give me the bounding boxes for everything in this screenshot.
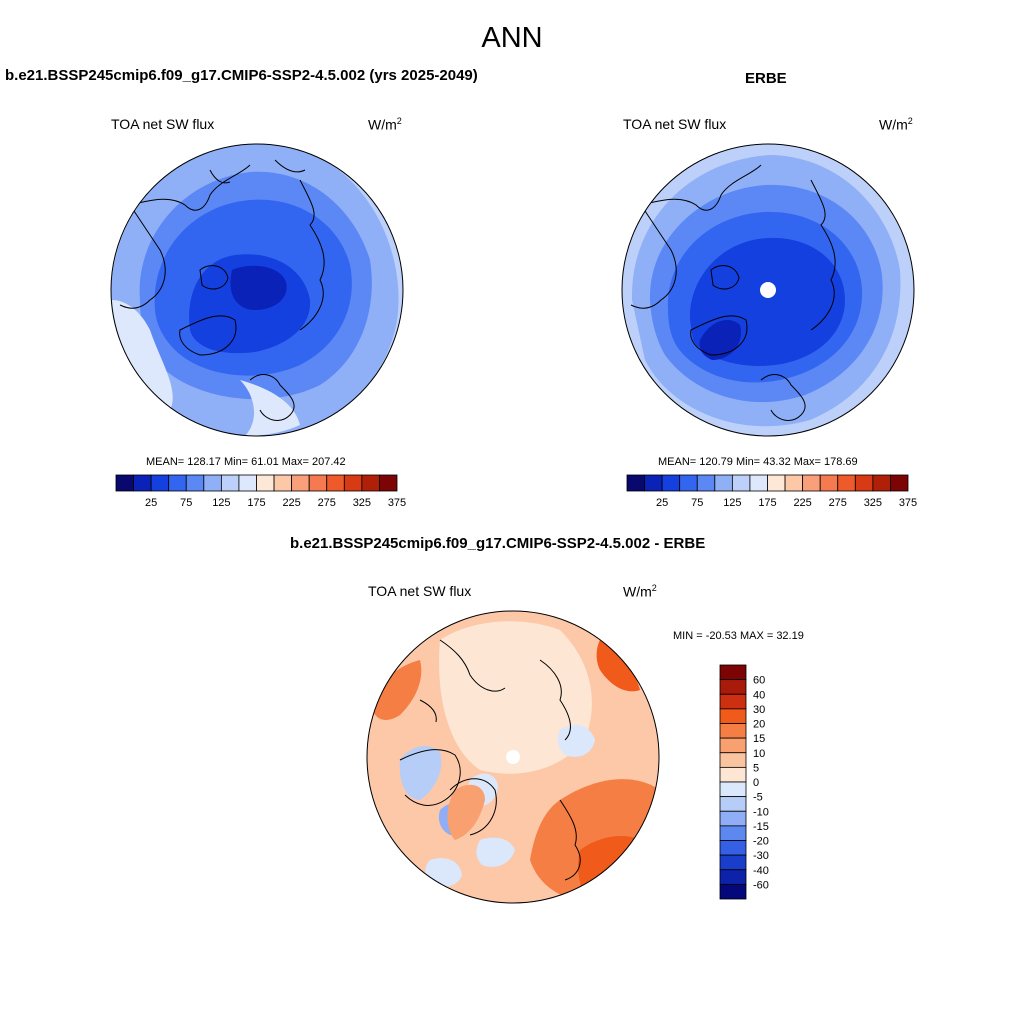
colorbar-difference-swatch [719,693,747,710]
colorbar-model-swatch [361,474,380,492]
colorbar-erbe-tick-label: 375 [899,497,917,509]
colorbar-difference-tick-label: -60 [753,879,769,891]
panel1-subtitle: TOA net SW flux [111,116,215,132]
colorbar-difference-tick-label: -15 [753,821,769,833]
colorbar-difference-swatch [719,664,747,681]
colorbar-difference-tick-label: -10 [753,806,769,818]
colorbar-erbe-swatch [767,474,786,492]
colorbar-erbe-swatch [679,474,698,492]
colorbar-model-tick-label: 25 [145,497,157,509]
panel2-stats: MEAN= 120.79 Min= 43.32 Max= 178.69 [658,456,858,468]
colorbar-difference-swatch [719,796,747,812]
colorbar-model-swatch [115,474,134,492]
colorbar-erbe-swatch [854,474,874,492]
colorbar-model-tick-label: 275 [318,497,336,509]
colorbar-model-swatch [308,474,328,492]
colorbar-difference-swatch [719,810,747,827]
colorbar-difference-tick-label: -5 [753,792,763,804]
colorbar-difference-tick-label: 15 [753,733,765,745]
colorbar-difference: 60 40 30 20 15 10 5 0 -5 -10 -15 -20 -30 -40 -60 [719,664,769,900]
colorbar-model-swatch [343,474,363,492]
colorbar-difference-swatch [719,883,747,900]
colorbar-difference-swatch [719,781,747,798]
colorbar-erbe-tick-label: 125 [723,497,741,509]
colorbar-erbe-tick-label: 225 [793,497,811,509]
colorbar-difference-tick-label: 60 [753,675,765,687]
colorbar-model-tick-label: 375 [388,497,406,509]
colorbar-model-swatch [256,474,275,492]
colorbar-difference-swatch [719,766,747,783]
colorbar-difference-swatch [719,708,747,724]
colorbar-model-swatch [133,474,152,492]
panel3-title: b.e21.BSSP245cmip6.f09_g17.CMIP6-SSP2-4.… [290,535,706,552]
colorbar-model-swatch [185,474,205,492]
panel2-title: ERBE [745,70,787,87]
colorbar-erbe-swatch [872,474,891,492]
colorbar-difference-tick-label: 20 [753,719,765,731]
colorbar-erbe-swatch [661,474,681,492]
colorbar-model-tick-label: 75 [180,497,192,509]
colorbar-erbe-swatch [731,474,751,492]
colorbar-difference-swatch [719,869,747,885]
colorbar-model-tick-label: 125 [212,497,230,509]
colorbar-erbe-swatch [749,474,768,492]
colorbar-model-swatch [150,474,170,492]
colorbar-erbe-tick-label: 275 [829,497,847,509]
colorbar-erbe-swatch [837,474,856,492]
colorbar-model-tick-label: 175 [247,497,265,509]
colorbar-difference-tick-label: 10 [753,748,765,760]
panel3-stats: MIN = -20.53 MAX = 32.19 [673,630,804,642]
colorbar-difference-tick-label: -40 [753,865,769,877]
colorbar-erbe-swatch [819,474,839,492]
colorbar-erbe-tick-label: 25 [656,497,668,509]
colorbar-difference-swatch [719,825,747,841]
colorbar-model-swatch [273,474,293,492]
panel1-title: b.e21.BSSP245cmip6.f09_g17.CMIP6-SSP2-4.… [5,67,478,84]
colorbar-model-swatch [168,474,187,492]
panel1-stats: MEAN= 128.17 Min= 61.01 Max= 207.42 [146,456,346,468]
colorbar-difference-swatch [719,854,747,871]
colorbar-difference-swatch [719,840,747,856]
colorbar-erbe-swatch [802,474,821,492]
colorbar-difference-tick-label: -20 [753,836,769,848]
colorbar-erbe-tick-label: 325 [864,497,882,509]
panel3-subtitle: TOA net SW flux [368,583,472,599]
panel1-units: W/m2 [368,116,402,133]
colorbar-model-swatch [203,474,222,492]
model-polar-map [110,143,404,437]
colorbar-erbe-tick-label: 75 [691,497,703,509]
main-title: ANN [481,22,543,54]
colorbar-difference-tick-label: 30 [753,704,765,716]
erbe-polar-map [621,143,915,437]
colorbar-erbe-swatch [714,474,733,492]
colorbar-model-swatch [220,474,240,492]
colorbar-model-swatch [238,474,257,492]
colorbar-model: 25 75 125 175 225 275 325 375 [115,474,406,509]
panel2-units: W/m2 [879,116,913,133]
colorbar-difference-swatch [719,752,747,768]
colorbar-erbe-tick-label: 175 [758,497,776,509]
colorbar-erbe-swatch [644,474,663,492]
colorbar-model-tick-label: 325 [353,497,371,509]
colorbar-erbe: 25 75 125 175 225 275 325 375 [626,474,917,509]
panel3-units: W/m2 [623,583,657,600]
colorbar-erbe-swatch [890,474,909,492]
colorbar-erbe-swatch [626,474,645,492]
panel2-subtitle: TOA net SW flux [623,116,727,132]
colorbar-model-swatch [291,474,310,492]
colorbar-erbe-swatch [696,474,716,492]
colorbar-model-swatch [379,474,398,492]
colorbar-erbe-swatch [784,474,804,492]
colorbar-difference-tick-label: -30 [753,850,769,862]
colorbar-difference-swatch [719,737,747,754]
difference-polar-map [366,610,660,904]
colorbar-model-swatch [326,474,345,492]
colorbar-difference-tick-label: 0 [753,777,759,789]
colorbar-difference-tick-label: 40 [753,689,765,701]
colorbar-difference-swatch [719,723,747,739]
colorbar-difference-tick-label: 5 [753,762,759,774]
colorbar-model-tick-label: 225 [282,497,300,509]
colorbar-difference-swatch [719,679,747,695]
